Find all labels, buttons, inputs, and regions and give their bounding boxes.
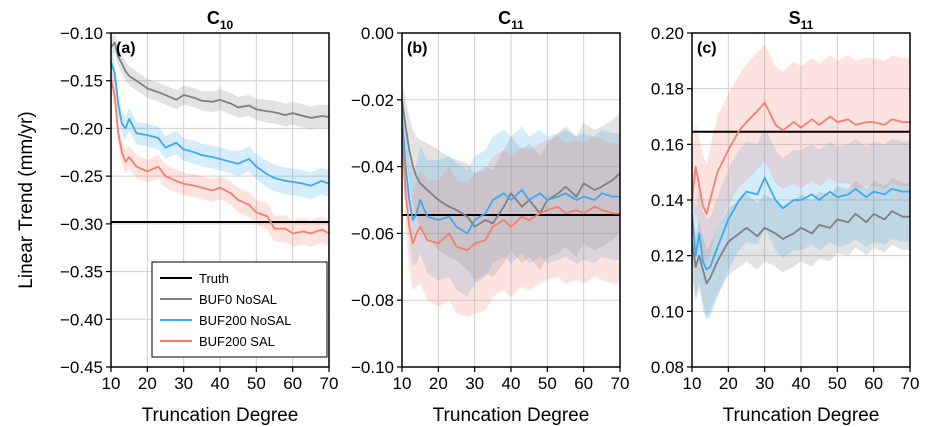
series-line-2 [692, 176, 910, 271]
x-tick-label: 60 [574, 374, 593, 393]
y-tick-label: 0.20 [651, 24, 684, 43]
panel-title-base: C [498, 8, 511, 28]
band-3 [692, 44, 910, 265]
legend-label: BUF0 NoSAL [199, 292, 277, 307]
x-tick-label: 50 [247, 374, 266, 393]
y-tick-label: 0.00 [361, 24, 394, 43]
band-2 [692, 127, 910, 320]
series-line-2 [402, 116, 620, 235]
x-axis-label: Truncation Degree [433, 405, 590, 426]
legend-label: BUF200 SAL [199, 334, 275, 349]
x-tick-label: 60 [283, 374, 302, 393]
panel-title: C10 [207, 8, 234, 32]
series-line-3 [111, 78, 329, 235]
x-tick-label: 30 [755, 374, 774, 393]
x-tick-label: 10 [683, 374, 702, 393]
legend-label: BUF200 NoSAL [199, 313, 292, 328]
band-1 [402, 79, 620, 281]
panel-title: C11 [498, 8, 524, 32]
panel-label: (b) [407, 40, 427, 57]
y-tick-label: −0.25 [60, 167, 103, 186]
y-tick-label: −0.08 [351, 291, 394, 310]
x-tick-label: 30 [465, 374, 484, 393]
x-tick-label: 50 [538, 374, 557, 393]
y-tick-label: −0.40 [60, 310, 103, 329]
x-tick-label: 20 [429, 374, 448, 393]
y-tick-label: 0.16 [651, 135, 684, 154]
x-axis-label: Truncation Degree [142, 405, 299, 426]
x-tick-label: 20 [138, 374, 157, 393]
y-tick-label: 0.08 [651, 358, 684, 377]
band-3 [402, 106, 620, 317]
x-tick-label: 60 [864, 374, 883, 393]
y-tick-label: 0.12 [651, 247, 684, 266]
y-tick-label: −0.35 [60, 263, 103, 282]
y-tick-label: 0.14 [651, 191, 684, 210]
panel-title-subscript: 11 [801, 18, 814, 32]
panel-2: 10 20 30 40 50 60 70 −0.10 −0.08 −0.06 −0.04 −0.02 0… [351, 8, 629, 426]
x-axis-label: Truncation Degree [723, 405, 880, 426]
legend: Truth BUF0 NoSAL BUF200 NoSAL BUF200 SAL [151, 261, 328, 358]
x-tick-label: 10 [102, 374, 121, 393]
y-tick-label: −0.06 [351, 224, 394, 243]
x-tick-label: 40 [792, 374, 811, 393]
y-tick-label: 0.10 [651, 302, 684, 321]
panel-title-subscript: 11 [511, 18, 524, 32]
y-tick-label: −0.02 [351, 91, 394, 110]
series-line-2 [111, 61, 329, 187]
y-tick-label: 0.18 [651, 80, 684, 99]
panel-title-base: S [789, 8, 801, 28]
y-tick-label: −0.10 [60, 24, 103, 43]
y-tick-label: −0.30 [60, 215, 103, 234]
x-tick-label: 70 [611, 374, 630, 393]
y-tick-label: −0.15 [60, 72, 103, 91]
panel-title-subscript: 10 [220, 18, 234, 32]
x-tick-label: 20 [719, 374, 738, 393]
panel-3: 10 20 30 40 50 60 70 0.08 0.10 0.12 0.14 0.16 0.18 0.… [651, 8, 920, 426]
y-tick-label: −0.45 [60, 358, 103, 377]
panel-title: S11 [789, 8, 814, 32]
x-tick-label: 70 [320, 374, 339, 393]
band-1 [111, 33, 329, 130]
band-3 [111, 67, 329, 247]
y-axis-label: Linear Trend (mm/yr) [16, 111, 37, 288]
x-tick-label: 10 [393, 374, 412, 393]
y-tick-label: −0.04 [351, 158, 394, 177]
x-tick-label: 70 [901, 374, 920, 393]
series-line-1 [692, 210, 910, 285]
y-tick-label: −0.10 [351, 358, 394, 377]
y-tick-label: −0.20 [60, 119, 103, 138]
series-line-1 [402, 99, 620, 228]
band-1 [692, 177, 910, 317]
series-line-1 [111, 41, 329, 119]
x-tick-label: 40 [211, 374, 230, 393]
series-line-3 [402, 133, 620, 252]
panel-label: (a) [116, 40, 136, 57]
x-tick-label: 30 [174, 374, 193, 393]
x-tick-label: 40 [502, 374, 521, 393]
panel-title-base: C [207, 8, 220, 28]
x-tick-label: 50 [828, 374, 847, 393]
series-line-3 [692, 101, 910, 215]
panel-label: (c) [697, 40, 717, 57]
legend-label: Truth [199, 271, 229, 286]
panel-1: 10 20 30 40 50 60 70 −0.45 −0.40 −0.35 −0.30 −0.25 −… [16, 8, 338, 426]
